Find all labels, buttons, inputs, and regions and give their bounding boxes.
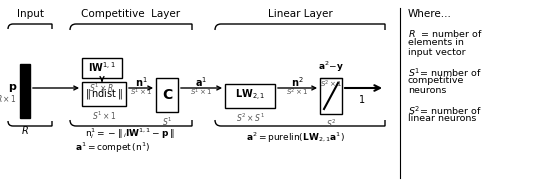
Text: neurons: neurons: [408, 86, 446, 95]
Text: $\mathbf{n}^1$: $\mathbf{n}^1$: [135, 75, 147, 89]
Bar: [20, 64, 30, 118]
Bar: [82, 58, 122, 78]
Text: $\|\,\mathrm{ndist}\,\|$: $\|\,\mathrm{ndist}\,\|$: [85, 87, 123, 101]
Text: $\mathbf{a}^2 = \mathrm{purelin}(\mathbf{LW}_{2,1}\mathbf{a}^1)$: $\mathbf{a}^2 = \mathrm{purelin}(\mathbf…: [246, 131, 345, 145]
Text: elements in: elements in: [408, 38, 464, 47]
Text: $\mathbf{n}^2$: $\mathbf{n}^2$: [291, 75, 304, 89]
Text: $R$: $R$: [21, 124, 29, 136]
Text: Competitive  Layer: Competitive Layer: [81, 9, 181, 19]
Text: $R\times 1$: $R\times 1$: [0, 92, 17, 103]
Text: $\mathbf{a}^1$: $\mathbf{a}^1$: [195, 75, 207, 89]
Text: $S^1\times 1$: $S^1\times 1$: [130, 86, 152, 98]
Text: $S^2\times S^1$: $S^2\times S^1$: [236, 112, 264, 124]
Bar: [156, 78, 178, 112]
Text: $S^2$= number of: $S^2$= number of: [408, 104, 482, 117]
Text: $\mathbf{LW}_{2,1}$: $\mathbf{LW}_{2,1}$: [234, 87, 265, 102]
Text: $S^1\times R$: $S^1\times R$: [90, 82, 114, 94]
Text: $S^2\times 1$: $S^2\times 1$: [320, 79, 342, 90]
Text: $\mathbf{a}^1 = \mathrm{compet}\,(\mathrm{n}^1)$: $\mathbf{a}^1 = \mathrm{compet}\,(\mathr…: [75, 141, 150, 155]
Text: $\mathrm{n}^1_i = -\|\,_i\mathbf{IW}^{1,1} - \mathbf{p}\,\|$: $\mathrm{n}^1_i = -\|\,_i\mathbf{IW}^{1,…: [85, 126, 175, 142]
Bar: [320, 78, 342, 114]
Text: $S^2\times 1$: $S^2\times 1$: [286, 86, 309, 98]
Text: Linear Layer: Linear Layer: [268, 9, 332, 19]
Text: Input: Input: [17, 9, 44, 19]
Text: $\mathbf{a}^2\!-\!\mathbf{y}$: $\mathbf{a}^2\!-\!\mathbf{y}$: [318, 60, 344, 74]
Text: Where...: Where...: [408, 9, 452, 19]
Text: $S^1\times 1$: $S^1\times 1$: [190, 86, 213, 98]
Text: $S^1$: $S^1$: [162, 116, 172, 128]
Text: $\mathbf{IW}^{1,1}$: $\mathbf{IW}^{1,1}$: [88, 60, 116, 74]
Text: $R$  = number of: $R$ = number of: [408, 28, 483, 39]
Text: $S^2$: $S^2$: [326, 118, 336, 130]
Bar: [82, 82, 126, 106]
Text: input vector: input vector: [408, 48, 466, 57]
Bar: [225, 84, 275, 108]
Text: $\mathbf{p}$: $\mathbf{p}$: [8, 82, 17, 94]
Text: $S^1$= number of: $S^1$= number of: [408, 66, 482, 79]
Text: 1: 1: [359, 95, 365, 105]
Text: $S^1\times 1$: $S^1\times 1$: [92, 110, 116, 122]
Text: competitive: competitive: [408, 76, 465, 85]
Text: linear neurons: linear neurons: [408, 114, 476, 123]
Text: C: C: [162, 88, 172, 102]
